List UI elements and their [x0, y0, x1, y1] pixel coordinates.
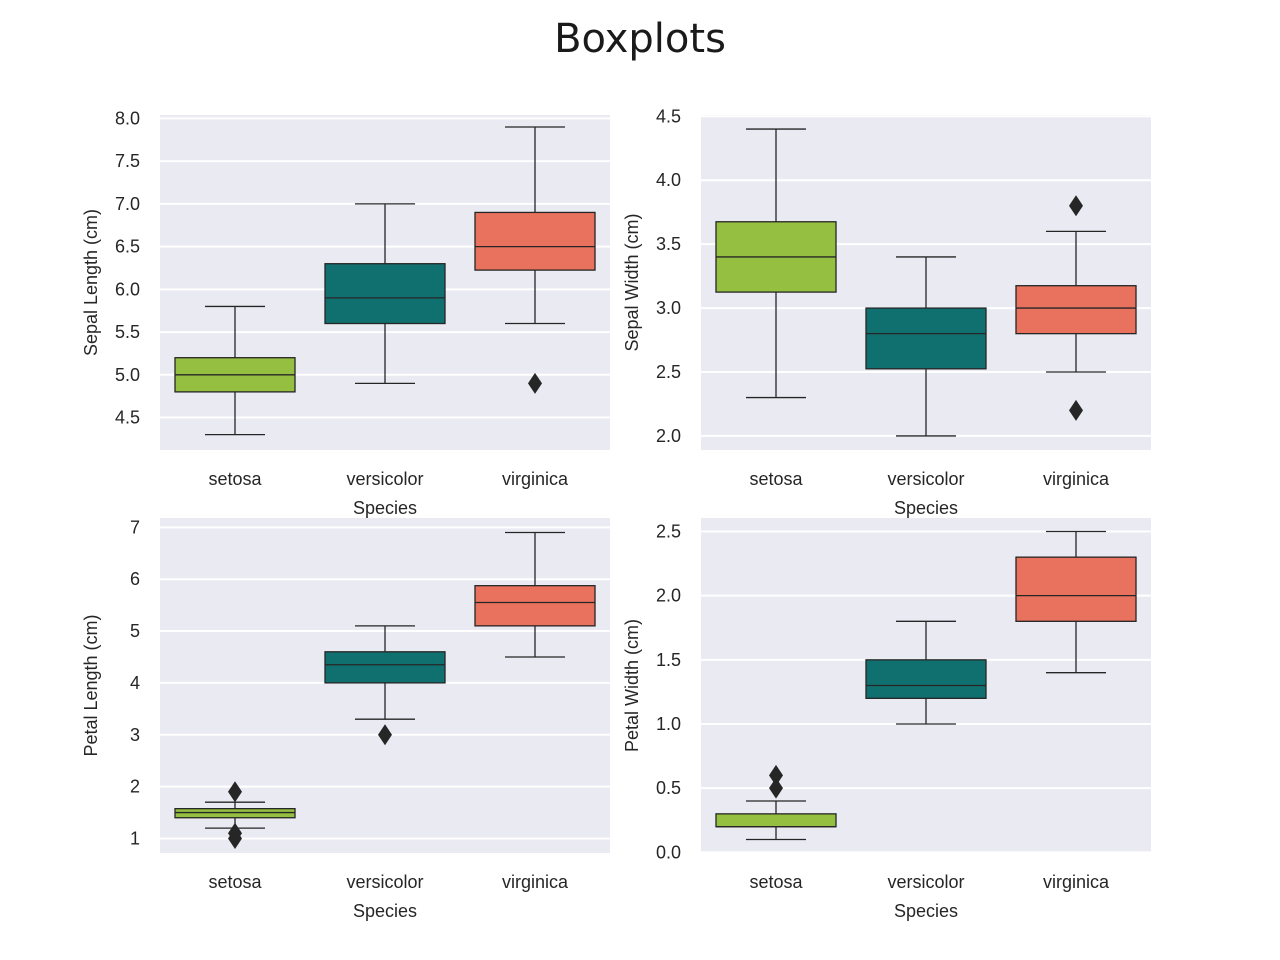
panel-sepal-width-cm: 2.0 2.5 3.0 3.5 4.0 4.5 setosa versicolor virgin…: [622, 106, 1151, 518]
box-setosa: [174, 781, 296, 849]
y-axis-label: Sepal Width (cm): [622, 213, 642, 351]
y-tick-label: 5: [130, 621, 140, 641]
iqr-box: [865, 659, 987, 699]
y-tick-label: 4.5: [656, 106, 681, 126]
box-setosa: [715, 128, 837, 399]
box-virginica: [474, 126, 596, 394]
x-tick-label: virginica: [502, 872, 569, 892]
y-tick-label: 2.0: [656, 586, 681, 606]
y-tick-label: 1.0: [656, 714, 681, 734]
y-tick-label: 2.0: [656, 426, 681, 446]
outlier-marker: [1069, 195, 1083, 217]
iqr-box: [474, 585, 596, 627]
box-virginica: [474, 531, 596, 658]
x-tick-label: virginica: [1043, 872, 1110, 892]
outlier-marker: [378, 724, 392, 746]
box-versicolor: [865, 620, 987, 725]
x-tick-label: setosa: [208, 469, 262, 489]
y-tick-label: 0.5: [656, 778, 681, 798]
iqr-box: [324, 263, 446, 325]
x-tick-label: setosa: [749, 872, 803, 892]
iqr-box: [324, 651, 446, 684]
outlier-marker: [769, 764, 783, 786]
iqr-box: [1015, 285, 1137, 335]
panel-petal-length-cm: 1 2 3 4 5 6 7 setosa versicolor virginica Species P…: [81, 517, 610, 921]
y-axis-label: Sepal Length (cm): [81, 209, 101, 356]
y-tick-label: 7.5: [115, 151, 140, 171]
y-tick-label: 6: [130, 569, 140, 589]
box-versicolor: [865, 256, 987, 437]
outlier-marker: [1069, 399, 1083, 421]
x-axis-label: Species: [353, 498, 417, 518]
x-axis-label: Species: [894, 901, 958, 921]
y-tick-label: 7.0: [115, 194, 140, 214]
y-tick-label: 5.5: [115, 322, 140, 342]
x-axis-label: Species: [353, 901, 417, 921]
y-tick-label: 5.0: [115, 365, 140, 385]
box-versicolor: [324, 625, 446, 746]
y-tick-label: 4.0: [656, 170, 681, 190]
y-tick-label: 6.5: [115, 237, 140, 257]
y-tick-label: 1: [130, 828, 140, 848]
y-tick-label: 4: [130, 673, 140, 693]
y-tick-label: 8.0: [115, 108, 140, 128]
y-tick-label: 1.5: [656, 650, 681, 670]
box-versicolor: [324, 203, 446, 384]
y-tick-label: 3: [130, 725, 140, 745]
x-tick-label: setosa: [208, 872, 262, 892]
iqr-box: [1015, 556, 1137, 622]
x-tick-label: versicolor: [887, 872, 964, 892]
outlier-marker: [769, 777, 783, 799]
iqr-box: [865, 307, 987, 370]
y-axis-label: Petal Width (cm): [622, 619, 642, 752]
outlier-marker: [528, 372, 542, 394]
y-axis-label: Petal Length (cm): [81, 614, 101, 756]
y-tick-label: 3.0: [656, 298, 681, 318]
box-virginica: [1015, 195, 1137, 421]
x-tick-label: versicolor: [887, 469, 964, 489]
x-tick-label: versicolor: [346, 469, 423, 489]
panel-petal-width-cm: 0.0 0.5 1.0 1.5 2.0 2.5 setosa versicolor virgin…: [622, 518, 1151, 921]
y-tick-label: 4.5: [115, 408, 140, 428]
y-tick-label: 2.5: [656, 362, 681, 382]
x-tick-label: versicolor: [346, 872, 423, 892]
x-tick-label: virginica: [502, 469, 569, 489]
y-tick-label: 2.5: [656, 521, 681, 541]
panel-sepal-length-cm: 4.5 5.0 5.5 6.0 6.5 7.0 7.5 8.0 setosa versicolor…: [81, 108, 610, 518]
figure-title: Boxplots: [554, 16, 726, 62]
box-virginica: [1015, 530, 1137, 674]
panels-container: 4.5 5.0 5.5 6.0 6.5 7.0 7.5 8.0 setosa versicolor…: [81, 106, 1151, 921]
y-tick-label: 2: [130, 777, 140, 797]
y-tick-label: 6.0: [115, 279, 140, 299]
box-setosa: [174, 305, 296, 436]
x-tick-label: virginica: [1043, 469, 1110, 489]
outlier-marker: [228, 781, 242, 803]
iqr-box: [715, 813, 837, 828]
y-tick-label: 0.0: [656, 842, 681, 862]
y-tick-label: 3.5: [656, 234, 681, 254]
x-tick-label: setosa: [749, 469, 803, 489]
outlier-marker: [228, 827, 242, 849]
iqr-box: [474, 211, 596, 271]
y-tick-label: 7: [130, 517, 140, 537]
x-axis-label: Species: [894, 498, 958, 518]
box-setosa: [715, 764, 837, 841]
